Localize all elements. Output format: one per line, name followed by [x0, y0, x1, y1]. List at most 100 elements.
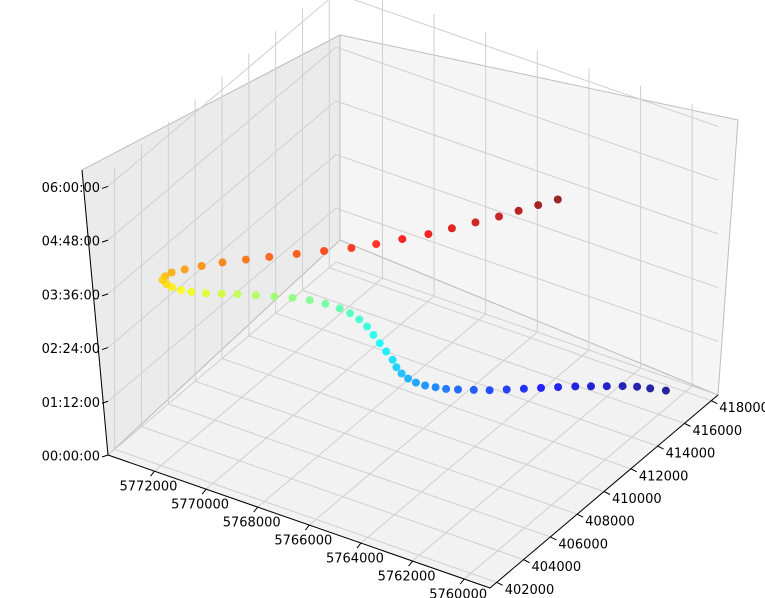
grid-line-y-floor [205, 295, 435, 490]
data-point [251, 291, 260, 300]
tick-labels: 402000 404000 406000 408000 410000 412000 4140… [42, 181, 765, 598]
z-tick-label: 06:00:00 [42, 181, 100, 196]
data-point [646, 384, 655, 393]
z-tick-label: 00:00:00 [42, 450, 100, 465]
x-tick-label: 408000 [585, 515, 635, 530]
data-point [421, 381, 430, 390]
data-point [618, 382, 627, 391]
grid-line-x-floor [141, 426, 524, 561]
data-point [180, 265, 189, 274]
x-tick-label: 404000 [532, 560, 582, 575]
y-tick-mark [304, 524, 310, 531]
data-point [633, 382, 642, 391]
data-point [347, 244, 356, 252]
grid-line-y-floor [257, 313, 487, 508]
z-axis-line [81, 169, 109, 456]
grid-line-z-right [353, 0, 719, 127]
data-point [471, 218, 480, 227]
x-tick-mark [496, 581, 503, 586]
grid-line-x-floor [248, 335, 631, 470]
data-point [177, 286, 185, 295]
data-point [661, 386, 670, 395]
x-tick-mark [684, 422, 691, 427]
z-tick-mark [101, 185, 109, 189]
x-tick-mark [711, 400, 718, 405]
grid-lines [107, 0, 719, 583]
y-tick-label: 5766000 [274, 534, 332, 549]
grid-line-x-floor [114, 448, 497, 583]
grid-line-z-right [335, 46, 719, 181]
x-tick-label: 412000 [639, 469, 689, 484]
data-point [495, 212, 503, 221]
x-tick-mark [523, 559, 530, 564]
grid-line-y-floor [360, 349, 590, 544]
data-point [587, 382, 595, 391]
grid-line-x-floor [275, 312, 658, 447]
z-tick-mark [101, 347, 109, 351]
grid-line-y-floor [154, 277, 383, 472]
data-point [424, 230, 433, 239]
grid-line-z-left [107, 0, 330, 187]
data-point [355, 315, 364, 324]
data-point [502, 385, 511, 394]
data-point [442, 384, 451, 393]
y-axis-line [107, 454, 491, 589]
grid-line-x-floor [302, 289, 685, 424]
x-tick-label: 402000 [505, 583, 555, 598]
data-point [411, 378, 420, 387]
z-tick-label: 02:24:00 [42, 342, 100, 357]
data-point [167, 268, 176, 277]
data-point [447, 224, 456, 233]
grid-line-z-left [107, 154, 337, 348]
x-tick-label: 410000 [612, 492, 662, 507]
data-point [233, 290, 242, 299]
grid-line-z-left [107, 100, 337, 295]
data-point [397, 369, 406, 378]
data-point [602, 382, 611, 391]
data-point [372, 240, 381, 249]
data-point [571, 382, 580, 391]
z-tick-mark [101, 454, 109, 458]
z-tick-label: 01:12:00 [42, 396, 100, 411]
data-point [519, 384, 528, 393]
data-point [534, 201, 543, 210]
grid-line-z-left [107, 207, 337, 402]
data-point [321, 299, 330, 308]
x-tick-label: 418000 [719, 401, 765, 416]
data-point [431, 383, 440, 392]
y-tick-mark [253, 506, 259, 513]
grid-line-z-right [335, 261, 719, 396]
right-wall-pane [339, 34, 739, 396]
data-point [346, 309, 355, 318]
data-point [514, 206, 523, 215]
y-tick-mark [150, 470, 155, 477]
x-tick-label: 406000 [558, 537, 608, 552]
y-tick-mark [201, 488, 207, 495]
grid-line-x-floor [168, 403, 551, 538]
data-point [537, 383, 545, 392]
data-point [469, 385, 478, 394]
data-point [404, 374, 413, 383]
data-point [363, 322, 371, 331]
y-tick-label: 5760000 [429, 588, 487, 598]
x-tick-label: 414000 [666, 447, 716, 462]
z-tick-mark [101, 239, 109, 243]
grid-line-z-right [335, 100, 719, 235]
data-point [158, 275, 167, 284]
y-tick-mark [408, 560, 413, 567]
x-tick-mark [576, 513, 584, 518]
data-point [392, 363, 401, 372]
grid-line-y-floor [309, 331, 538, 526]
data-point [320, 247, 329, 255]
y-tick-label: 5762000 [378, 570, 436, 585]
data-points [158, 195, 670, 395]
data-point [335, 304, 344, 313]
data-point [553, 195, 562, 204]
z-tick-label: 03:36:00 [42, 288, 100, 303]
data-point [292, 249, 301, 258]
grid-line-x-floor [329, 267, 712, 402]
data-point [485, 386, 494, 395]
data-point [202, 289, 210, 298]
data-point [382, 347, 391, 356]
